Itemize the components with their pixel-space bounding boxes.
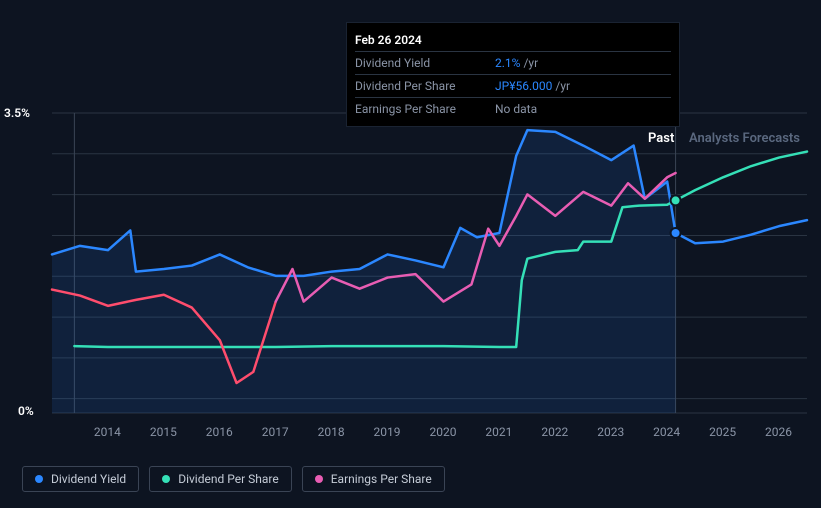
legend-item-dividend-per-share[interactable]: Dividend Per Share (149, 466, 292, 492)
x-axis-tick-label: 2016 (206, 425, 233, 439)
x-axis-tick-label: 2025 (709, 425, 736, 439)
legend-item-earnings-per-share[interactable]: Earnings Per Share (302, 466, 445, 492)
x-axis-tick-label: 2022 (541, 425, 568, 439)
section-label-forecast: Analysts Forecasts (689, 131, 800, 146)
x-axis-tick-label: 2026 (765, 425, 792, 439)
tooltip-unit: /yr (555, 79, 570, 93)
tooltip-label: Dividend Yield (355, 56, 495, 70)
tooltip-label: Dividend Per Share (355, 79, 495, 93)
y-axis-max-label: 3.5% (4, 106, 30, 120)
tooltip-value: No data (495, 102, 537, 116)
x-axis-tick-label: 2024 (653, 425, 680, 439)
section-label-past: Past (648, 131, 674, 146)
chart-tooltip: Feb 26 2024 Dividend Yield2.1%/yrDividen… (346, 22, 680, 127)
legend-dot-icon (162, 475, 170, 483)
tooltip-value: 2.1% (495, 56, 520, 70)
chart-container: 3.5% 0% 2014 2015 2016 2017 2018 2019 2020 2021… (0, 0, 821, 508)
chart-legend: Dividend Yield Dividend Per Share Earnin… (22, 466, 445, 492)
x-axis-tick-label: 2018 (318, 425, 345, 439)
x-axis-tick-label: 2019 (374, 425, 401, 439)
tooltip-value: JP¥56.000 (495, 79, 552, 93)
x-axis-tick-label: 2014 (94, 425, 121, 439)
legend-dot-icon (35, 475, 43, 483)
tooltip-row: Dividend Yield2.1%/yr (355, 51, 671, 74)
x-axis-tick-label: 2023 (597, 425, 624, 439)
legend-label: Dividend Yield (51, 472, 126, 486)
x-axis-tick-label: 2020 (429, 425, 456, 439)
tooltip-row: Earnings Per ShareNo data (355, 97, 671, 120)
tooltip-date: Feb 26 2024 (355, 29, 671, 51)
y-axis-min-label: 0% (18, 404, 34, 418)
x-axis-tick-label: 2021 (485, 425, 512, 439)
tooltip-unit: /yr (523, 56, 538, 70)
legend-dot-icon (315, 475, 323, 483)
tooltip-row: Dividend Per ShareJP¥56.000/yr (355, 74, 671, 97)
tooltip-label: Earnings Per Share (355, 102, 495, 116)
x-axis-tick-label: 2015 (150, 425, 177, 439)
legend-item-dividend-yield[interactable]: Dividend Yield (22, 466, 139, 492)
legend-label: Earnings Per Share (331, 472, 432, 486)
x-axis-tick-label: 2017 (262, 425, 289, 439)
legend-label: Dividend Per Share (178, 472, 279, 486)
